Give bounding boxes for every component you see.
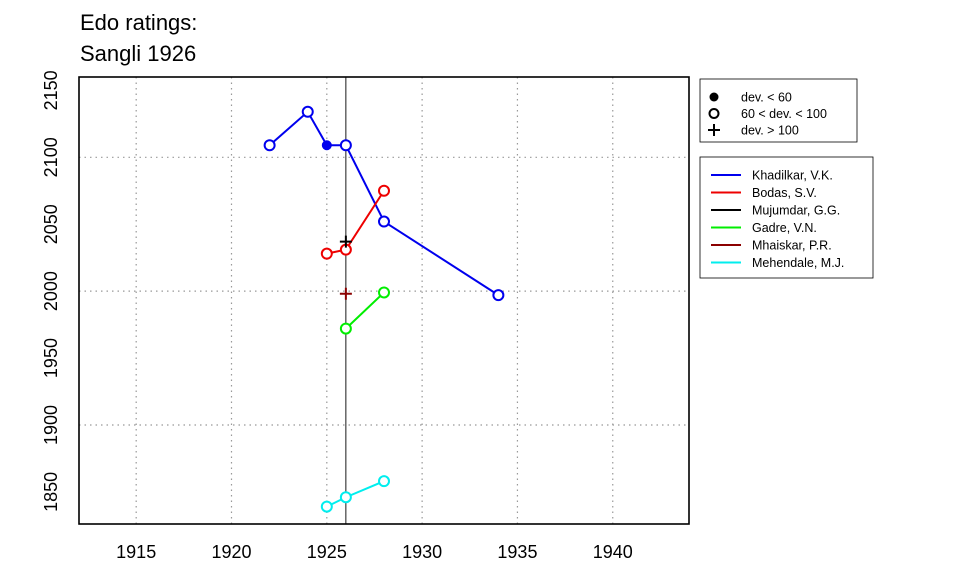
- y-tick-label: 2150: [41, 70, 61, 110]
- data-point-plus: [339, 235, 352, 248]
- plot-frame: [78, 76, 690, 525]
- series-line: [326, 190, 385, 255]
- series-group: [339, 287, 352, 300]
- y-tick-label: 1900: [41, 405, 61, 445]
- series-layer: [263, 105, 505, 513]
- series-line: [268, 110, 499, 296]
- x-tick-label: 1930: [402, 542, 442, 562]
- legend-plus-icon: [708, 124, 720, 136]
- data-point-open: [492, 289, 505, 302]
- series-group: [263, 105, 505, 302]
- data-point-open: [378, 184, 390, 197]
- marker-legend-label: dev. < 60: [741, 91, 792, 105]
- y-tick-label: 2050: [41, 204, 61, 244]
- data-point-filled: [321, 140, 332, 151]
- chart-title-line-2: Sangli 1926: [80, 41, 196, 66]
- data-point-open: [339, 139, 352, 152]
- series-group: [339, 286, 390, 335]
- marker-legend-box: [699, 78, 858, 143]
- data-point-open: [378, 286, 390, 299]
- y-tick-label: 1950: [41, 338, 61, 378]
- series-group: [339, 235, 352, 248]
- series-legend-label: Gadre, V.N.: [752, 221, 817, 235]
- data-point-open: [301, 105, 314, 118]
- data-point-open: [339, 322, 352, 335]
- series-legend-label: Mehendale, M.J.: [752, 256, 844, 270]
- legend-layer: dev. < 60 60 < dev. < 100 dev. > 100 Khadil…: [699, 78, 874, 279]
- data-point-open: [320, 500, 333, 513]
- data-point-open: [339, 491, 352, 504]
- marker-legend-label: 60 < dev. < 100: [741, 107, 827, 121]
- x-tick-label: 1925: [307, 542, 347, 562]
- x-tick-label: 1915: [116, 542, 156, 562]
- data-point-plus: [339, 287, 352, 300]
- series-line: [345, 291, 385, 330]
- data-point-open: [378, 475, 390, 488]
- data-point-open: [263, 139, 276, 152]
- series-legend-box: [699, 156, 874, 279]
- x-tick-label: 1935: [497, 542, 537, 562]
- series-group: [320, 475, 390, 513]
- legend-filled-circle-icon: [709, 92, 719, 102]
- data-point-open: [320, 247, 333, 260]
- series-legend-label: Mhaiskar, P.R.: [752, 239, 832, 253]
- series-legend-label: Bodas, S.V.: [752, 186, 817, 200]
- y-tick-label: 2100: [41, 137, 61, 177]
- series-group: [320, 184, 390, 260]
- x-tick-label: 1940: [593, 542, 633, 562]
- series-line: [326, 480, 385, 508]
- x-tick-label: 1920: [211, 542, 251, 562]
- grid-lines: [79, 77, 689, 524]
- series-legend-label: Khadilkar, V.K.: [752, 169, 833, 183]
- legend-open-circle-icon: [708, 108, 720, 119]
- data-point-open: [378, 215, 390, 228]
- marker-legend-label: dev. > 100: [741, 124, 799, 138]
- series-legend-label: Mujumdar, G.G.: [752, 204, 840, 218]
- axis-labels: 1915 1920 1925 1930 1935 1940 1850 1900 1950 2000…: [41, 70, 633, 562]
- y-tick-label: 1850: [41, 472, 61, 512]
- chart-title-line-1: Edo ratings:: [80, 10, 197, 35]
- y-tick-label: 2000: [41, 271, 61, 311]
